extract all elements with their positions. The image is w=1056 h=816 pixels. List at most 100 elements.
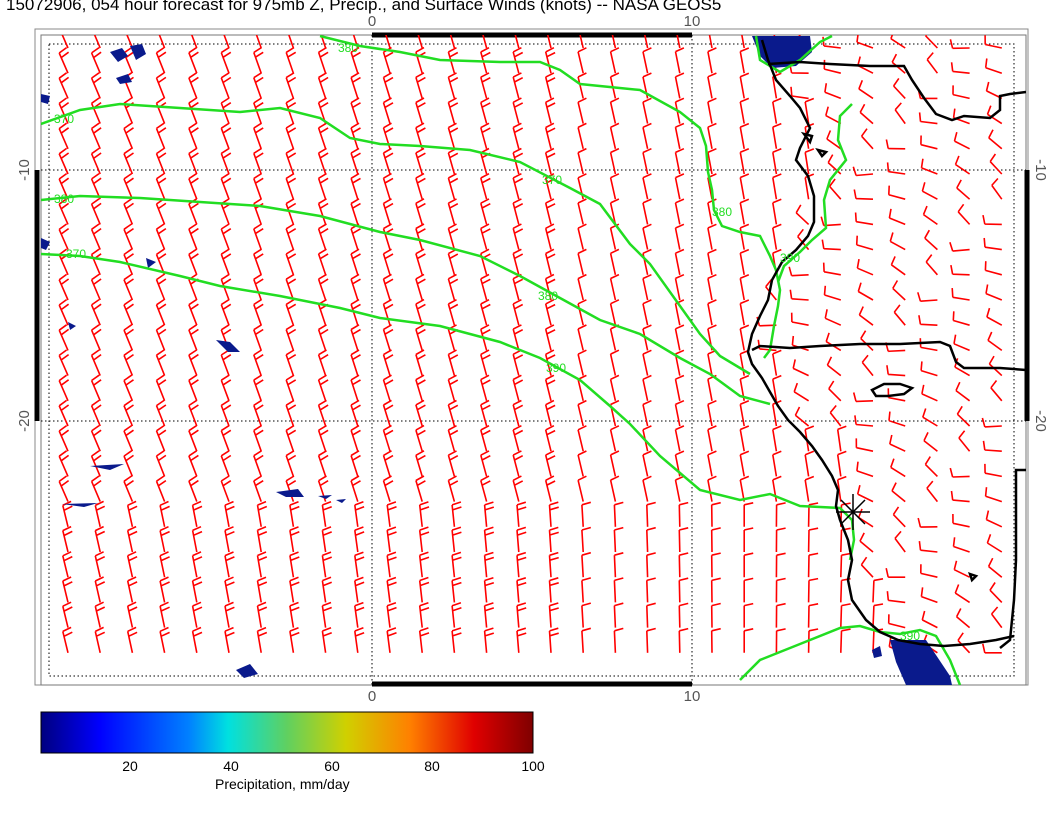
wind-barb-icon bbox=[382, 475, 394, 502]
wind-barb-icon bbox=[224, 500, 235, 527]
wind-barb-icon bbox=[743, 577, 754, 603]
wind-barb-icon bbox=[957, 203, 971, 225]
wind-barb-icon bbox=[886, 591, 906, 604]
wind-barb-icon bbox=[918, 541, 938, 553]
wind-barb-icon bbox=[220, 424, 232, 452]
wind-barb-icon bbox=[94, 576, 106, 603]
wind-barb-icon bbox=[920, 361, 938, 377]
wind-barb-icon bbox=[159, 601, 170, 628]
wind-barb-icon bbox=[951, 288, 970, 301]
wind-barb-icon bbox=[707, 147, 717, 175]
wind-barb-icon bbox=[678, 602, 689, 628]
wind-barb-icon bbox=[917, 292, 938, 302]
wind-barb-icon bbox=[642, 399, 652, 427]
wind-barb-icon bbox=[609, 425, 620, 452]
wind-barb-icon bbox=[674, 399, 685, 427]
wind-barb-icon bbox=[893, 304, 906, 326]
wind-barb-icon bbox=[772, 475, 782, 502]
wind-barb-icon bbox=[382, 324, 394, 351]
wind-barb-icon bbox=[350, 475, 361, 502]
wind-barb-icon bbox=[840, 628, 851, 653]
wind-barb-icon bbox=[952, 85, 970, 100]
wind-barb-icon bbox=[739, 223, 750, 250]
wind-barb-icon bbox=[860, 128, 874, 150]
wind-barb-icon bbox=[155, 122, 167, 150]
wind-barb-icon bbox=[739, 72, 750, 99]
wind-barb-icon bbox=[253, 273, 264, 301]
wind-barb-icon bbox=[285, 72, 297, 99]
wind-barb-icon bbox=[674, 248, 685, 275]
wind-barb-icon bbox=[220, 122, 232, 150]
wind-barb-icon bbox=[739, 198, 750, 225]
precip-patch bbox=[68, 322, 76, 330]
geopotential-contours bbox=[41, 35, 962, 685]
wind-barb-icon bbox=[58, 324, 70, 351]
wind-barb-icon bbox=[824, 83, 842, 100]
wind-barb-icon bbox=[256, 500, 268, 527]
wind-barb-icon bbox=[415, 198, 426, 225]
wind-barb-icon bbox=[739, 324, 750, 351]
wind-barb-icon bbox=[856, 258, 874, 276]
wind-barb-icon bbox=[988, 355, 1003, 377]
wind-barb-icon bbox=[807, 603, 819, 628]
wind-barb-icon bbox=[894, 530, 906, 553]
wind-barb-icon bbox=[949, 467, 970, 478]
wind-barb-icon bbox=[415, 424, 426, 452]
country-border bbox=[751, 340, 1026, 372]
wind-barb-icon bbox=[852, 166, 874, 177]
wind-barb-icon bbox=[220, 172, 232, 200]
wind-barb-icon bbox=[190, 35, 198, 49]
wind-barb-icon bbox=[886, 365, 906, 377]
wind-barb-icon bbox=[289, 601, 300, 628]
wind-barb-icon bbox=[949, 39, 970, 50]
wind-barb-icon bbox=[829, 404, 842, 427]
wind-barb-icon bbox=[253, 349, 264, 376]
wind-barb-icon bbox=[321, 551, 332, 578]
wind-barb-icon bbox=[58, 198, 70, 225]
wind-barb-icon bbox=[642, 198, 652, 225]
wind-barb-icon bbox=[447, 223, 459, 250]
wind-barb-icon bbox=[642, 97, 652, 124]
wind-barb-icon bbox=[451, 551, 462, 578]
wind-barb-icon bbox=[792, 359, 809, 377]
wind-barb-icon bbox=[317, 248, 329, 276]
wind-barb-icon bbox=[516, 551, 527, 578]
wind-barb-icon bbox=[90, 147, 102, 175]
wind-barb-icon bbox=[888, 208, 906, 226]
wind-barb-icon bbox=[674, 72, 685, 99]
wind-barb-icon bbox=[949, 242, 970, 252]
wind-barb-icon bbox=[350, 97, 361, 124]
wind-barb-icon bbox=[955, 608, 971, 629]
wind-barb-icon bbox=[285, 450, 297, 477]
coastline bbox=[746, 39, 1015, 648]
wind-barb-icon bbox=[447, 424, 459, 452]
wind-barb-icon bbox=[317, 273, 329, 301]
wind-barb-icon bbox=[775, 628, 786, 653]
wind-barb-icon bbox=[956, 179, 971, 200]
wind-barb-icon bbox=[58, 147, 70, 175]
wind-barb-icon bbox=[984, 463, 1002, 478]
wind-barb-icon bbox=[418, 551, 430, 578]
wind-barb-icon bbox=[872, 578, 884, 603]
wind-barb-icon bbox=[707, 223, 717, 250]
wind-barb-icon bbox=[90, 424, 102, 452]
wind-barb-icon bbox=[382, 97, 394, 124]
wind-barb-icon bbox=[512, 349, 524, 376]
wind-barb-icon bbox=[159, 626, 170, 653]
wind-barb-icon bbox=[447, 46, 459, 74]
wind-barb-icon bbox=[58, 97, 70, 124]
wind-barb-icon bbox=[289, 576, 300, 603]
wind-barb-icon bbox=[350, 450, 361, 477]
wind-barb-icon bbox=[613, 552, 624, 578]
wind-barb-icon bbox=[155, 399, 167, 427]
lat-label-right-minus-10: -10 bbox=[1032, 159, 1049, 181]
wind-barb-icon bbox=[577, 72, 587, 99]
wind-barb-icon bbox=[451, 602, 462, 628]
wind-barb-icon bbox=[90, 374, 102, 402]
wind-barb-icon bbox=[253, 172, 264, 200]
wind-barb-icon bbox=[62, 551, 73, 578]
wind-barb-icon bbox=[840, 552, 851, 578]
wind-barb-icon bbox=[58, 475, 70, 502]
wind-barb-icon bbox=[926, 480, 939, 503]
wind-barb-icon bbox=[447, 298, 459, 326]
